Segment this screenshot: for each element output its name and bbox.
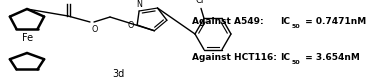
Text: Cl: Cl bbox=[196, 0, 204, 5]
Text: IC: IC bbox=[280, 17, 290, 26]
Text: = 0.7471nM: = 0.7471nM bbox=[302, 17, 366, 26]
Text: N: N bbox=[136, 0, 142, 9]
Text: O: O bbox=[128, 22, 134, 30]
Text: 50: 50 bbox=[292, 25, 301, 29]
Text: IC: IC bbox=[280, 54, 290, 62]
Text: O: O bbox=[65, 0, 71, 2]
Text: Against A549:: Against A549: bbox=[192, 17, 263, 26]
Text: = 3.654nM: = 3.654nM bbox=[302, 54, 360, 62]
Text: Fe: Fe bbox=[22, 33, 34, 43]
Text: Against HCT116:: Against HCT116: bbox=[192, 54, 277, 62]
Text: 3d: 3d bbox=[112, 69, 124, 79]
Text: O: O bbox=[91, 25, 98, 34]
Text: 50: 50 bbox=[292, 60, 301, 66]
